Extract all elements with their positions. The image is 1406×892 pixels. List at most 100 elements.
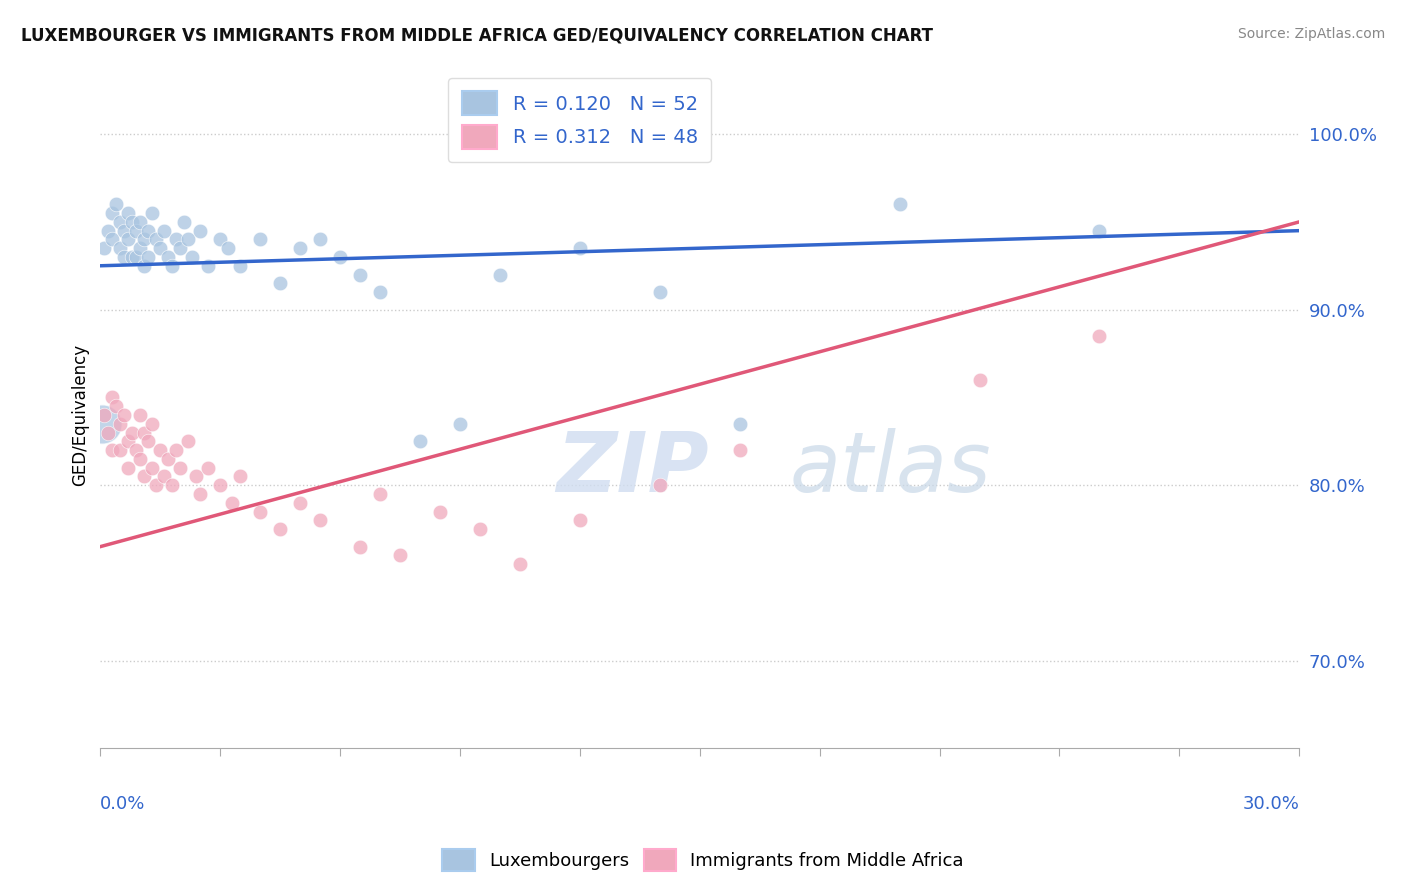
Point [136,250,159,264]
Point [101,232,124,246]
Point [125,443,148,458]
Point [889,197,911,211]
Point [449,417,471,431]
Text: Source: ZipAtlas.com: Source: ZipAtlas.com [1237,27,1385,41]
Point [93,241,115,255]
Point [368,285,391,299]
Point [269,522,291,536]
Point [209,478,232,492]
Point [177,232,200,246]
Point [165,232,187,246]
Text: 30.0%: 30.0% [1243,795,1299,814]
Point [728,443,751,458]
Text: atlas: atlas [790,428,991,508]
Point [105,399,128,413]
Point [309,232,332,246]
Point [97,425,120,440]
Point [169,241,191,255]
Point [648,285,671,299]
Point [134,425,156,440]
Point [134,259,156,273]
Point [110,241,132,255]
Point [489,268,512,282]
Point [149,241,172,255]
Point [568,513,591,527]
Point [249,232,271,246]
Text: 0.0%: 0.0% [100,795,146,814]
Point [329,250,352,264]
Point [177,434,200,449]
Point [97,224,120,238]
Point [145,478,167,492]
Text: ZIP: ZIP [555,428,709,508]
Point [229,259,252,273]
Point [409,434,432,449]
Point [110,215,132,229]
Point [117,460,139,475]
Point [91,417,114,431]
Point [269,277,291,291]
Point [117,206,139,220]
Point [162,478,184,492]
Point [129,241,152,255]
Point [110,443,132,458]
Point [217,241,239,255]
Point [181,250,204,264]
Point [129,451,152,466]
Point [105,197,128,211]
Point [101,443,124,458]
Point [129,215,152,229]
Point [112,224,135,238]
Point [117,434,139,449]
Point [368,487,391,501]
Point [125,250,148,264]
Point [141,206,163,220]
Point [153,469,176,483]
Point [136,224,159,238]
Point [141,460,163,475]
Point [468,522,491,536]
Point [209,232,232,246]
Point [165,443,187,458]
Point [221,496,243,510]
Legend: Luxembourgers, Immigrants from Middle Africa: Luxembourgers, Immigrants from Middle Af… [434,842,972,879]
Point [117,232,139,246]
Point [173,215,195,229]
Point [145,232,167,246]
Point [136,434,159,449]
Point [509,557,531,571]
Point [197,460,219,475]
Point [188,224,211,238]
Point [141,417,163,431]
Point [121,425,143,440]
Point [288,496,311,510]
Point [568,241,591,255]
Point [101,391,124,405]
Text: LUXEMBOURGER VS IMMIGRANTS FROM MIDDLE AFRICA GED/EQUIVALENCY CORRELATION CHART: LUXEMBOURGER VS IMMIGRANTS FROM MIDDLE A… [21,27,934,45]
Point [121,250,143,264]
Point [134,232,156,246]
Point [157,250,180,264]
Point [93,408,115,422]
Point [197,259,219,273]
Point [112,250,135,264]
Point [969,373,991,387]
Point [125,224,148,238]
Point [149,443,172,458]
Point [229,469,252,483]
Y-axis label: GED/Equivalency: GED/Equivalency [72,344,89,486]
Point [249,504,271,518]
Point [389,549,412,563]
Point [110,417,132,431]
Point [169,460,191,475]
Point [648,478,671,492]
Point [134,469,156,483]
Point [186,469,208,483]
Point [162,259,184,273]
Point [153,224,176,238]
Point [349,540,371,554]
Point [349,268,371,282]
Point [1088,224,1111,238]
Point [101,206,124,220]
Legend: R = 0.120   N = 52, R = 0.312   N = 48: R = 0.120 N = 52, R = 0.312 N = 48 [449,78,711,162]
